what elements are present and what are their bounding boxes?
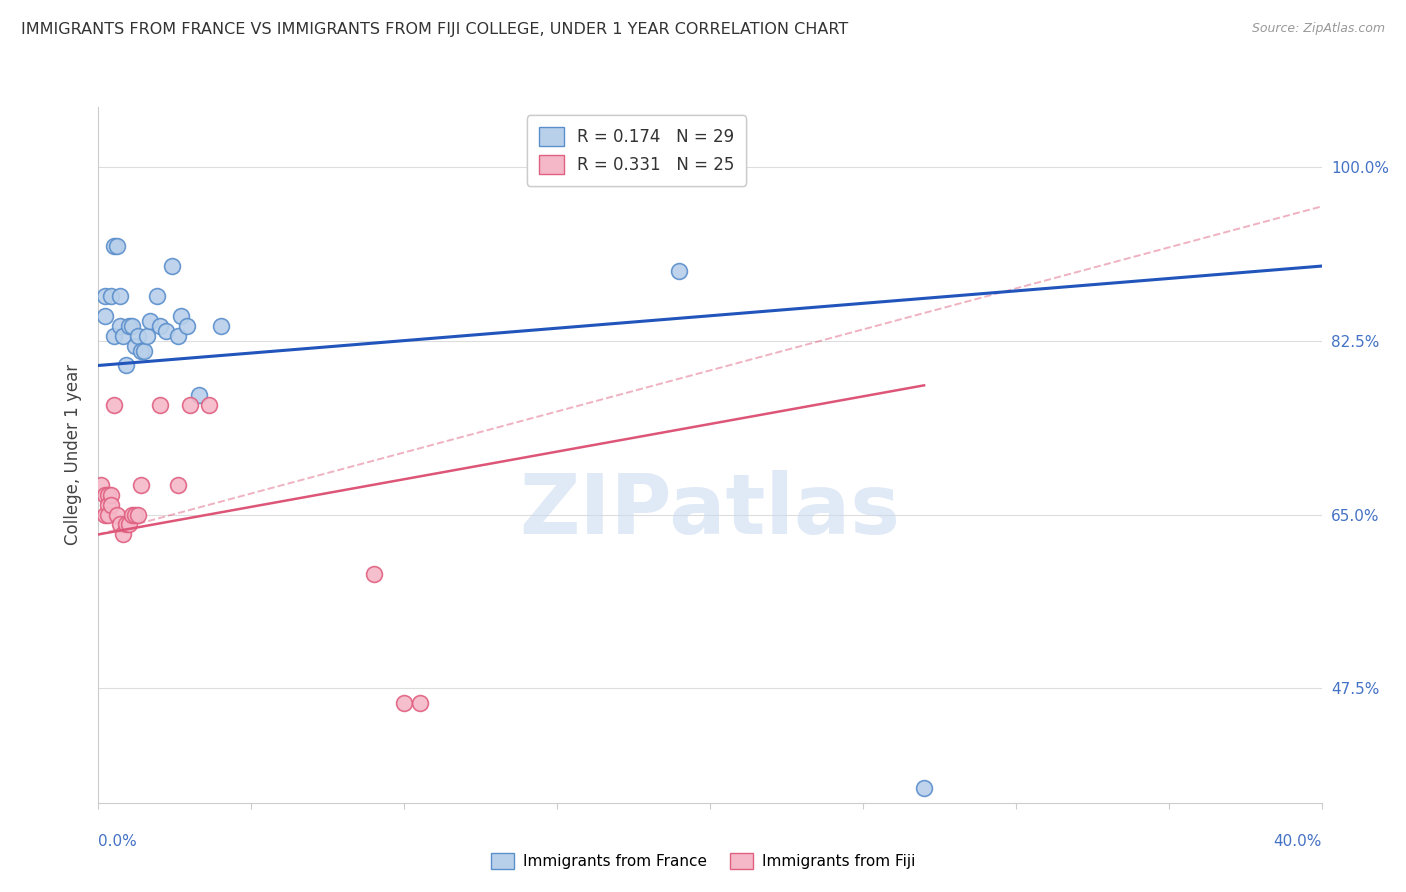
- Point: [118, 517, 141, 532]
- Point: [134, 343, 156, 358]
- Point: [124, 338, 146, 352]
- Point: [363, 567, 385, 582]
- Point: [93, 488, 115, 502]
- Point: [167, 328, 190, 343]
- Point: [139, 314, 162, 328]
- Point: [170, 309, 193, 323]
- Point: [912, 780, 935, 795]
- Legend: Immigrants from France, Immigrants from Fiji: Immigrants from France, Immigrants from …: [485, 847, 921, 875]
- Point: [111, 328, 134, 343]
- Point: [115, 359, 138, 373]
- Point: [124, 508, 146, 522]
- Point: [129, 477, 152, 491]
- Point: [149, 318, 172, 333]
- Point: [118, 318, 141, 333]
- Point: [129, 343, 152, 358]
- Text: ZIPatlas: ZIPatlas: [520, 470, 900, 551]
- Point: [93, 289, 115, 303]
- Point: [100, 289, 122, 303]
- Point: [149, 398, 172, 412]
- Point: [176, 318, 198, 333]
- Point: [105, 239, 128, 253]
- Point: [103, 328, 125, 343]
- Point: [108, 289, 131, 303]
- Point: [408, 697, 430, 711]
- Text: 40.0%: 40.0%: [1274, 834, 1322, 849]
- Point: [103, 239, 125, 253]
- Text: Source: ZipAtlas.com: Source: ZipAtlas.com: [1251, 22, 1385, 36]
- Point: [668, 264, 690, 278]
- Point: [97, 498, 120, 512]
- Point: [197, 398, 219, 412]
- Point: [108, 517, 131, 532]
- Point: [179, 398, 201, 412]
- Point: [392, 697, 416, 711]
- Point: [209, 318, 232, 333]
- Point: [121, 508, 143, 522]
- Point: [97, 488, 120, 502]
- Point: [97, 508, 120, 522]
- Text: 0.0%: 0.0%: [98, 834, 138, 849]
- Point: [93, 309, 115, 323]
- Point: [127, 508, 149, 522]
- Point: [145, 289, 167, 303]
- Legend: R = 0.174   N = 29, R = 0.331   N = 25: R = 0.174 N = 29, R = 0.331 N = 25: [527, 115, 747, 186]
- Point: [105, 508, 128, 522]
- Point: [90, 477, 112, 491]
- Point: [127, 328, 149, 343]
- Point: [155, 324, 177, 338]
- Point: [121, 318, 143, 333]
- Point: [188, 388, 211, 402]
- Point: [93, 508, 115, 522]
- Y-axis label: College, Under 1 year: College, Under 1 year: [65, 364, 83, 546]
- Point: [111, 527, 134, 541]
- Point: [160, 259, 183, 273]
- Text: IMMIGRANTS FROM FRANCE VS IMMIGRANTS FROM FIJI COLLEGE, UNDER 1 YEAR CORRELATION: IMMIGRANTS FROM FRANCE VS IMMIGRANTS FRO…: [21, 22, 848, 37]
- Point: [136, 328, 159, 343]
- Point: [100, 488, 122, 502]
- Point: [167, 477, 190, 491]
- Point: [100, 498, 122, 512]
- Point: [103, 398, 125, 412]
- Point: [108, 318, 131, 333]
- Point: [115, 517, 138, 532]
